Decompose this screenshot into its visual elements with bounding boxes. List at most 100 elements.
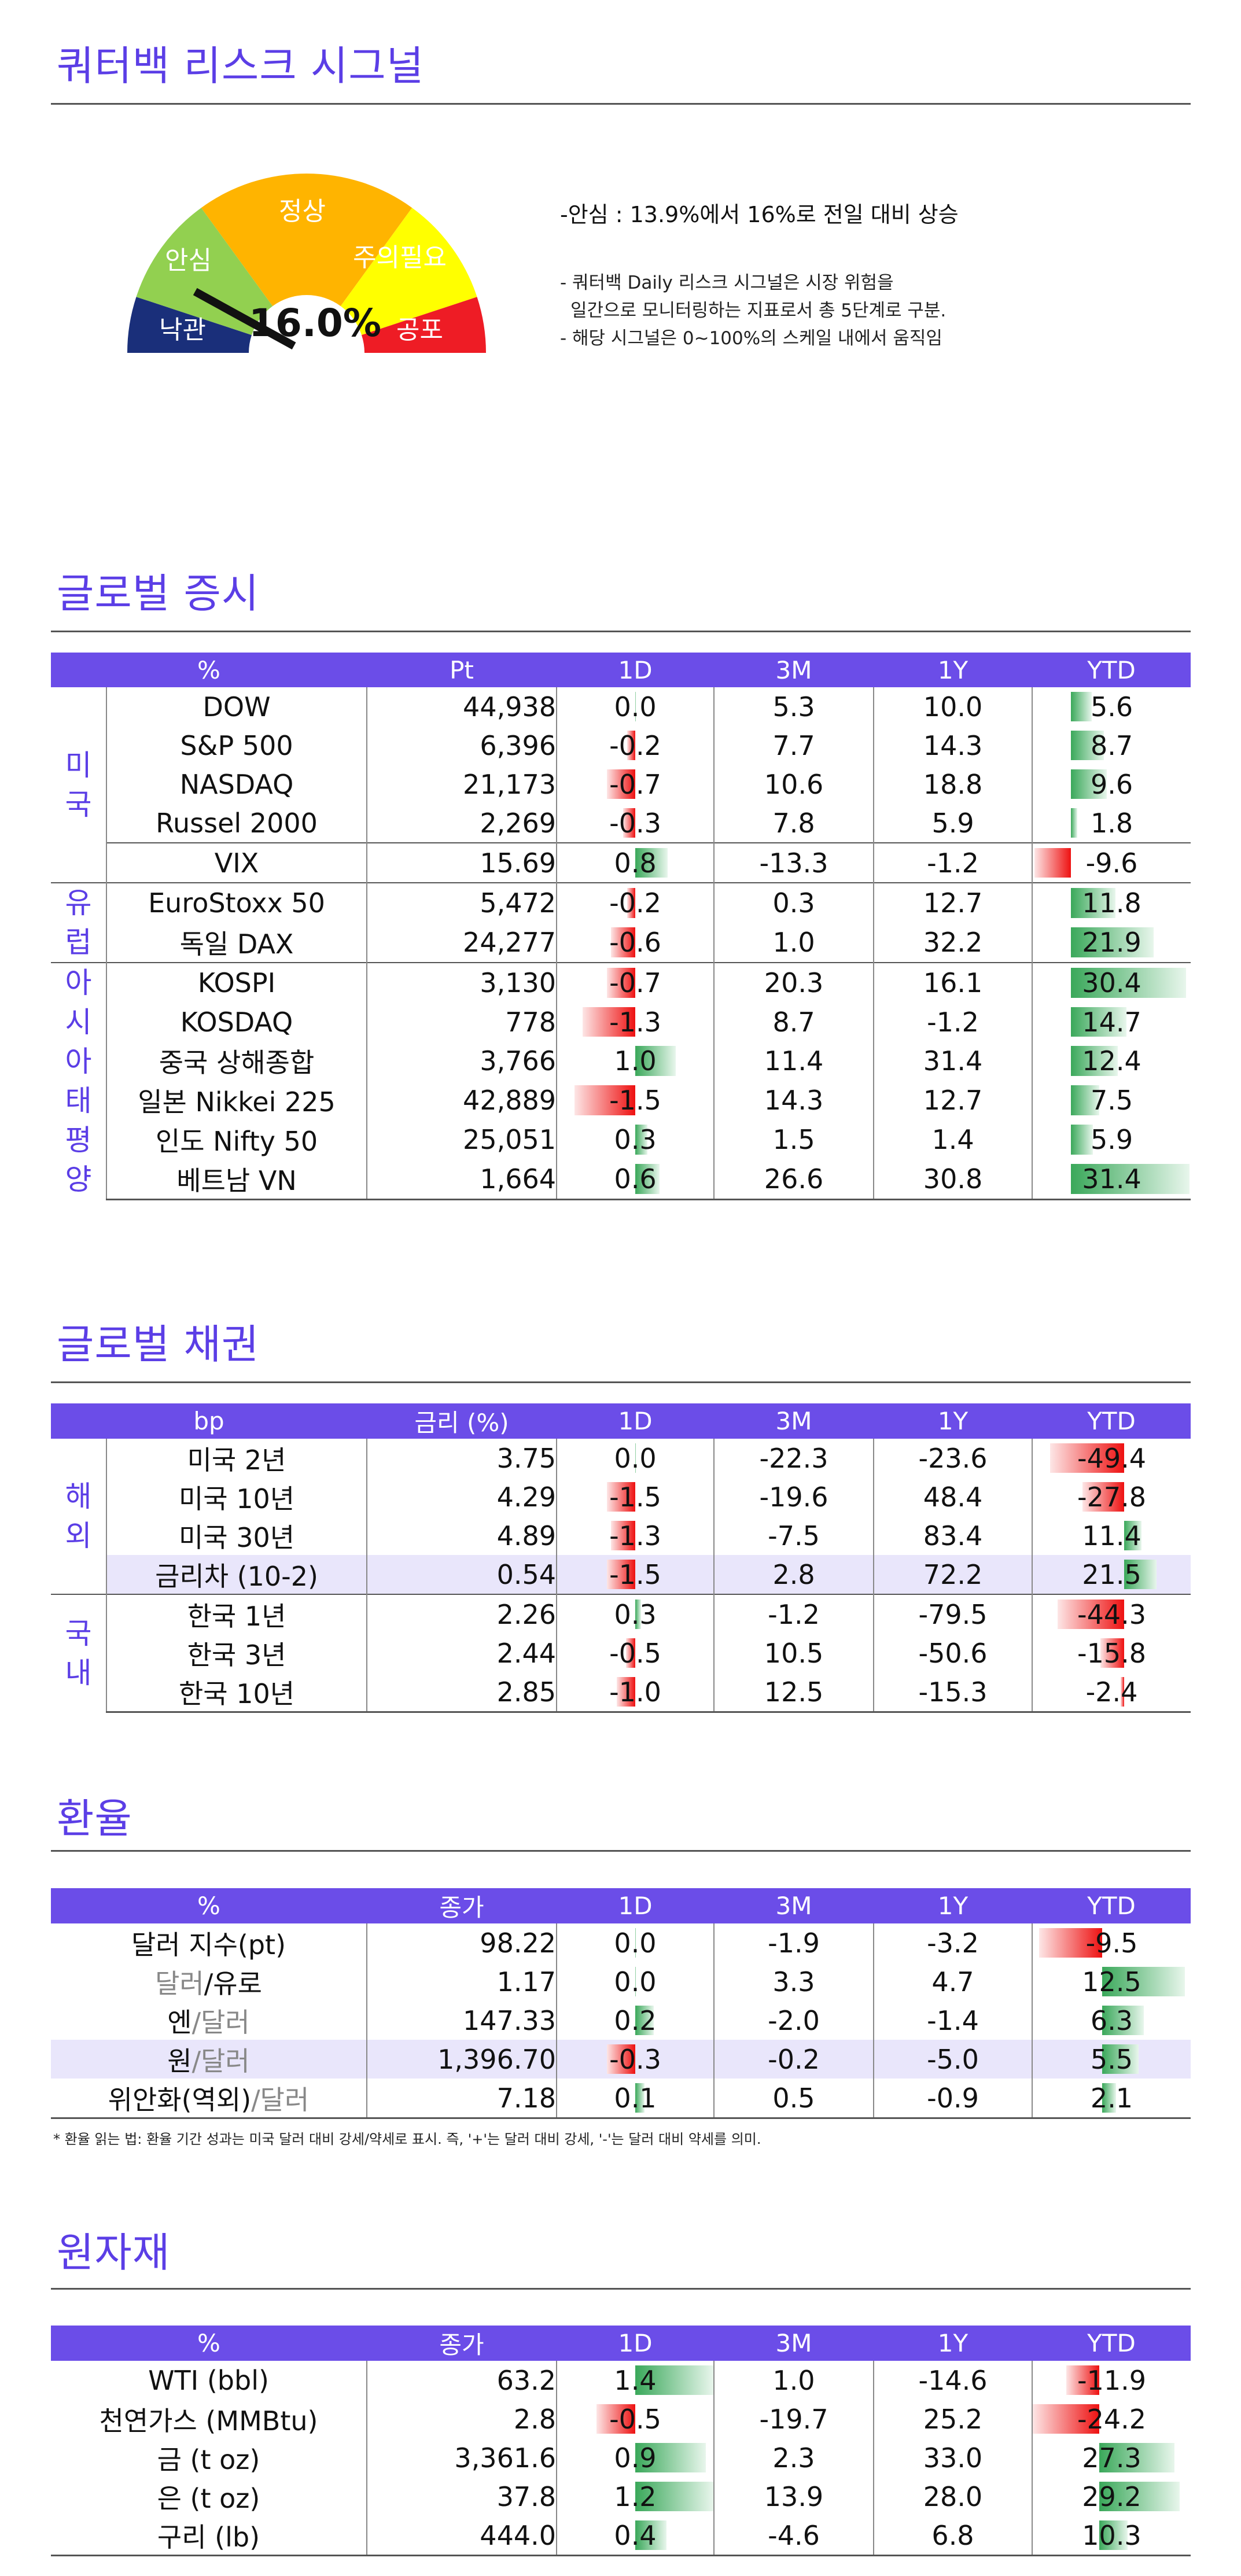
bonds-row-3m: 10.5 [713,1634,874,1672]
equity-row-1y: 12.7 [873,1081,1033,1120]
bonds-row-name: 한국 10년 [105,1672,367,1713]
bonds-section-title: 글로벌 채권 [57,1321,260,1368]
equity-row-1d-bar [635,848,668,878]
bonds-row-1d: -1.0 [556,1672,715,1713]
bonds-row-1d-bar [610,1521,635,1550]
bonds-row: 국내 한국 1년 2.26 0.3 -1.2 -79.5 -44.3 [51,1594,1191,1712]
fx-row-ytd: 5.5 [1032,2040,1191,2079]
commodities-row-3m: -19.7 [713,2400,874,2438]
commodities-row-ytd-value: -24.2 [1077,2403,1147,2435]
equity-row-level: 778 [366,1002,557,1042]
fx-row-ytd-bar [1039,1928,1103,1958]
bonds-row-level: 3.75 [366,1439,557,1477]
equity-row: 베트남 VN 1,664 0.6 26.6 30.8 31.4 [51,1159,1191,1200]
equity-row-3m: 20.3 [713,962,874,1003]
bonds-row-3m: 2.8 [713,1555,874,1594]
equity-row-1d: -0.2 [556,882,715,923]
equity-row-1d-value: -0.3 [609,807,661,839]
bonds-row-ytd-bar [1082,1482,1125,1512]
equity-row-1d: -0.7 [556,962,715,1003]
fx-row-ytd-bar [1102,2006,1144,2035]
bonds-row-1d: 0.3 [556,1594,715,1634]
risk-note-sub-3: - 해당 시그널은 0~100%의 스케일 내에서 움직임 [560,328,942,349]
fx-row-3m: -1.9 [713,1923,874,1962]
bonds-row-1d-bar [635,1600,641,1629]
fx-row-ytd-value: 5.5 [1090,2043,1133,2075]
fx-row-1d: 0.0 [556,1923,714,1962]
fx-row-level: 7.18 [366,2079,557,2119]
risk-note-sub-2: 일간으로 모니터링하는 지표로서 총 5단계로 구분. [570,300,947,321]
equity-row-1d-bar [606,968,635,998]
equity-row-3m: 5.3 [713,687,874,726]
bonds-title-rule [51,1381,1191,1383]
fx-row-ytd-bar [1102,2044,1139,2074]
equity-header-3m: 3M [714,653,874,687]
bonds-row-3m: -1.2 [713,1594,874,1634]
equity-row-1d-bar [582,1007,635,1037]
equity-header-pt: Pt [367,653,557,687]
equity-row-level: 3,130 [366,962,557,1003]
fx-row-1d-value: 0.1 [614,2082,657,2114]
commodities-row-1y: 28.0 [873,2477,1032,2516]
fx-row-1d-value: 0.2 [614,2004,657,2036]
equity-row-name: 중국 상해종합 [105,1041,367,1081]
bonds-row-3m: -7.5 [713,1516,874,1555]
equity-row-ytd-value: 5.9 [1090,1123,1133,1155]
bonds-row-ytd-bar [1121,1677,1125,1707]
equity-row-1d: 0.3 [556,1119,715,1159]
equity-row-level: 5,472 [366,882,557,923]
bonds-row-1d-bar [616,1677,635,1707]
equity-row-level: 24,277 [366,923,557,963]
commodities-row-level: 2.8 [366,2400,557,2438]
gauge-needle [193,288,296,350]
equity-row-ytd-bar [1070,1007,1126,1037]
bonds-row-1y: -79.5 [873,1594,1033,1634]
commodities-row-1d: 1.2 [556,2477,714,2516]
commodities-row-3m: 13.9 [713,2477,874,2516]
equity-group-label: 미국 [51,687,107,883]
bonds-row-1d: -1.3 [556,1516,715,1555]
fx-row: 달러 지수(pt) 98.22 0.0 -1.9 -3.2 -9.5 [51,1923,1191,1962]
fx-row-ytd-value: 6.3 [1090,2004,1133,2036]
fx-row-1y: -1.4 [873,2001,1032,2040]
commodities-row-level: 37.8 [366,2477,557,2516]
bonds-row-1d-bar [607,1482,635,1512]
equity-row: 일본 Nikkei 225 42,889 -1.5 14.3 12.7 7.5 [51,1081,1191,1120]
equity-row-ytd-bar [1070,1163,1190,1194]
fx-row-name-main: 위안화(역외) [108,2084,252,2116]
fx-section-title: 환율 [57,1795,132,1842]
bonds-row-ytd-value: 11.4 [1082,1520,1141,1552]
fx-row: 엔/달러 147.33 0.2 -2.0 -1.4 6.3 [51,2001,1191,2040]
gauge-label-relief: 안심 [165,246,212,275]
risk-title-rule [51,103,1191,105]
commodities-row-1y: 6.8 [873,2516,1032,2556]
commodities-header-row: % 종가 1D 3M 1Y YTD [51,2326,1191,2361]
gauge-segment-optimism [127,297,252,353]
bonds-row-ytd-bar [1050,1443,1125,1473]
bonds-row-1d-value: -1.5 [609,1481,661,1513]
bonds-row-ytd: -49.4 [1032,1439,1191,1477]
equity-row-name: S&P 500 [105,726,367,765]
equity-row-1y: 32.2 [873,923,1033,963]
equity-row-ytd: 5.9 [1032,1119,1191,1159]
fx-row-name-suffix: /달러 [192,2006,250,2038]
commodities-row-1d-bar [635,2365,713,2395]
bonds-row-ytd: -44.3 [1032,1594,1191,1634]
equity-row: VIX 15.69 0.8 -13.3 -1.2 -9.6 [51,842,1191,883]
equity-row: S&P 500 6,396 -0.2 7.7 14.3 8.7 [51,726,1191,765]
gauge-segment-fear [362,297,486,353]
bonds-row-1d: -1.5 [556,1555,715,1594]
bonds-header-3m: 3M [714,1403,874,1439]
bonds-row: 미국 30년 4.89 -1.3 -7.5 83.4 11.4 [51,1516,1191,1555]
commodities-row-level: 3,361.6 [366,2438,557,2477]
equity-row-ytd-value: 9.6 [1090,768,1133,800]
bonds-header-rate: 금리 (%) [367,1403,557,1439]
risk-note-main: -안심 : 13.9%에서 16%로 전일 대비 상승 [560,202,959,227]
bonds-row-ytd: -27.8 [1032,1477,1191,1516]
bonds-row-level: 2.85 [366,1672,557,1713]
bonds-row-ytd-bar [1124,1560,1157,1589]
bonds-row-ytd-value: 21.5 [1082,1558,1141,1590]
fx-row-ytd-value: 2.1 [1090,2082,1133,2114]
equity-row-1d-value: 0.0 [614,691,657,723]
bonds-row-1d-value: 0.0 [614,1442,657,1474]
